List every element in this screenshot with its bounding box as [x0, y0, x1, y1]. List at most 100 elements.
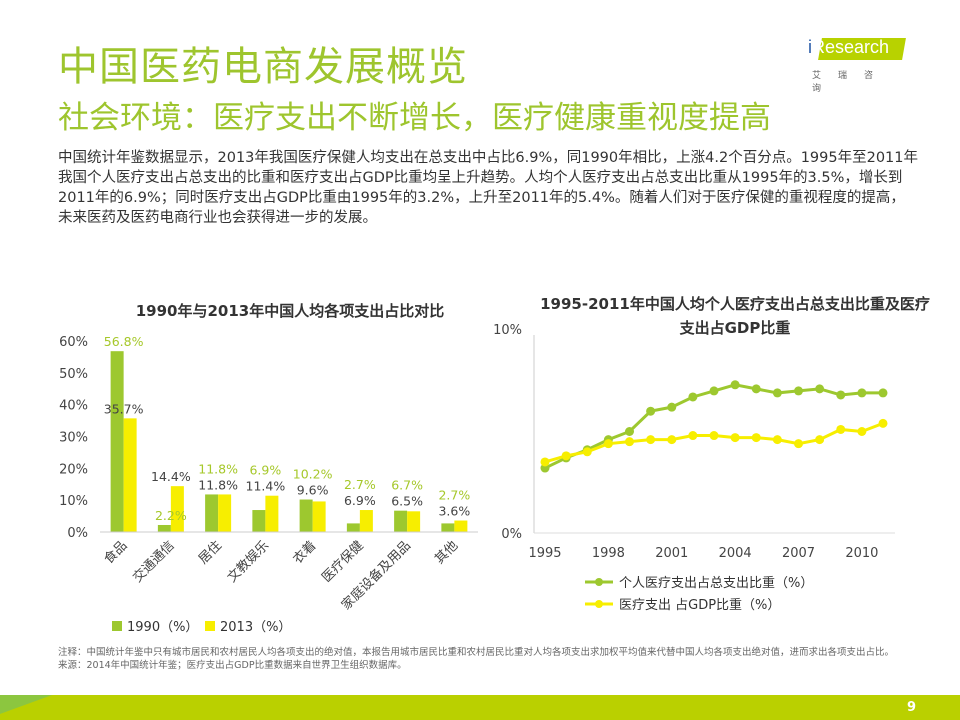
line-legend-gdp: 医疗支出 占GDP比重（%） — [585, 594, 780, 613]
line-point — [878, 418, 888, 428]
line-point — [751, 384, 761, 394]
bar-data-label-2013: 6.9% — [344, 493, 376, 508]
bar-data-label-1990: 11.8% — [198, 461, 238, 476]
source-text: 来源：2014年中国统计年鉴；医疗支出占GDP比重数据来自世界卫生组织数据库。 — [58, 660, 407, 671]
legend-label: 医疗支出 占GDP比重（%） — [619, 598, 781, 613]
bar-1990 — [394, 510, 408, 532]
line-chart-title: 1995-2011年中国人均个人医疗支出占总支出比重及医疗支出占GDP比重 — [540, 295, 930, 337]
line-point — [730, 380, 740, 390]
line-point — [688, 431, 698, 441]
bar-x-label: 衣着 — [290, 538, 320, 568]
line-x-tick: 2004 — [719, 546, 752, 561]
bar-x-label: 交通通信 — [130, 538, 178, 586]
line-point — [836, 390, 846, 400]
bar-y-tick: 40% — [59, 399, 88, 414]
line-point — [646, 406, 656, 416]
legend-swatch-green — [112, 620, 122, 631]
bar-x-label: 居住 — [196, 538, 225, 567]
bar-legend-1990: 1990（%） — [112, 616, 198, 635]
bar-data-label-1990: 6.7% — [391, 478, 423, 493]
bar-data-label-1990: 2.2% — [155, 508, 187, 523]
line-point — [625, 427, 634, 436]
bar-x-label: 文教娱乐 — [224, 538, 272, 586]
legend-label: 1990（%） — [127, 620, 199, 635]
line-point — [857, 388, 867, 398]
bar-y-tick: 0% — [67, 526, 88, 541]
line-point — [540, 457, 550, 467]
bar-data-label-2013: 35.7% — [104, 401, 144, 416]
line-point — [794, 386, 803, 396]
line-point — [582, 447, 592, 457]
legend-swatch-yellow — [205, 620, 215, 631]
bar-legend-2013: 2013（%） — [205, 616, 291, 635]
line-point — [815, 384, 825, 394]
line-point — [836, 424, 846, 434]
footnotes: 注释：中国统计年鉴中只有城市居民和农村居民人均各项支出的绝对值，本报告用城市居民… — [58, 646, 918, 672]
bar-2013 — [123, 418, 137, 532]
bar-x-label: 食品 — [101, 538, 131, 568]
bar-2013 — [265, 495, 279, 532]
bar-data-label-2013: 11.8% — [198, 477, 238, 492]
logo-cn: 艾瑞咨询 — [812, 71, 891, 94]
line-point — [772, 435, 782, 445]
bar-2013 — [407, 511, 421, 532]
bar-2013 — [312, 501, 326, 532]
bar-data-label-2013: 14.4% — [151, 469, 191, 484]
line-point — [772, 388, 782, 398]
line-point — [730, 433, 740, 443]
line-y-tick: 10% — [493, 323, 522, 338]
note-text: 注释：中国统计年鉴中只有城市居民和农村居民人均各项支出的绝对值，本报告用城市居民… — [58, 647, 895, 658]
line-point — [815, 435, 825, 445]
line-series-personal — [544, 383, 883, 470]
line-point — [603, 439, 613, 449]
bar-1990 — [441, 523, 455, 532]
bar-y-tick: 20% — [59, 462, 88, 477]
line-point — [857, 427, 867, 436]
page-number: 9 — [906, 700, 916, 715]
line-point — [625, 437, 634, 447]
line-point — [709, 431, 719, 441]
bar-data-label-1990: 10.2% — [293, 467, 333, 482]
bar-data-label-2013: 3.6% — [438, 504, 470, 519]
bar-y-tick: 30% — [59, 431, 88, 446]
line-point — [688, 392, 698, 402]
line-x-tick: 1998 — [592, 546, 625, 561]
line-point — [561, 451, 571, 461]
bar-1990 — [252, 510, 266, 532]
bar-data-label-2013: 11.4% — [246, 479, 286, 494]
bar-2013 — [170, 486, 184, 532]
bar-2013 — [454, 520, 468, 532]
bar-y-tick: 10% — [59, 494, 88, 509]
bar-1990 — [110, 351, 124, 532]
page-subtitle: 社会环境：医疗支出不断增长，医疗健康重视度提高 — [58, 100, 771, 136]
legend-label: 个人医疗支出占总支出比重（%） — [619, 576, 814, 591]
iresearch-logo: iResearch 艾瑞咨询 — [806, 34, 906, 94]
line-point — [646, 435, 656, 445]
bar-1990 — [157, 524, 171, 532]
bar-data-label-2013: 6.5% — [391, 494, 423, 509]
bar-y-tick: 50% — [59, 367, 88, 382]
line-point — [751, 433, 761, 443]
bar-x-label: 医疗保健 — [319, 538, 366, 585]
line-y-tick: 0% — [501, 527, 522, 542]
bar-x-label: 其他 — [432, 538, 461, 567]
bar-2013 — [218, 494, 232, 532]
logo-text: iResearch — [808, 37, 890, 57]
bar-1990 — [299, 499, 313, 532]
bar-1990 — [346, 523, 360, 532]
legend-label: 2013（%） — [220, 620, 292, 635]
bar-chart-title: 1990年与2013年中国人均各项支出占比对比 — [135, 302, 445, 320]
bar-data-label-2013: 9.6% — [297, 483, 329, 498]
bar-y-tick: 60% — [59, 335, 88, 350]
line-point — [667, 435, 677, 445]
line-x-tick: 2001 — [655, 546, 688, 561]
line-point — [878, 388, 888, 398]
line-point — [709, 386, 719, 396]
line-x-tick: 2007 — [782, 546, 815, 561]
line-x-tick: 1995 — [528, 546, 561, 561]
bar-data-label-1990: 2.7% — [344, 477, 376, 492]
line-series-gdp — [544, 421, 884, 464]
bar-data-label-1990: 6.9% — [249, 463, 281, 478]
bar-1990 — [205, 494, 219, 532]
